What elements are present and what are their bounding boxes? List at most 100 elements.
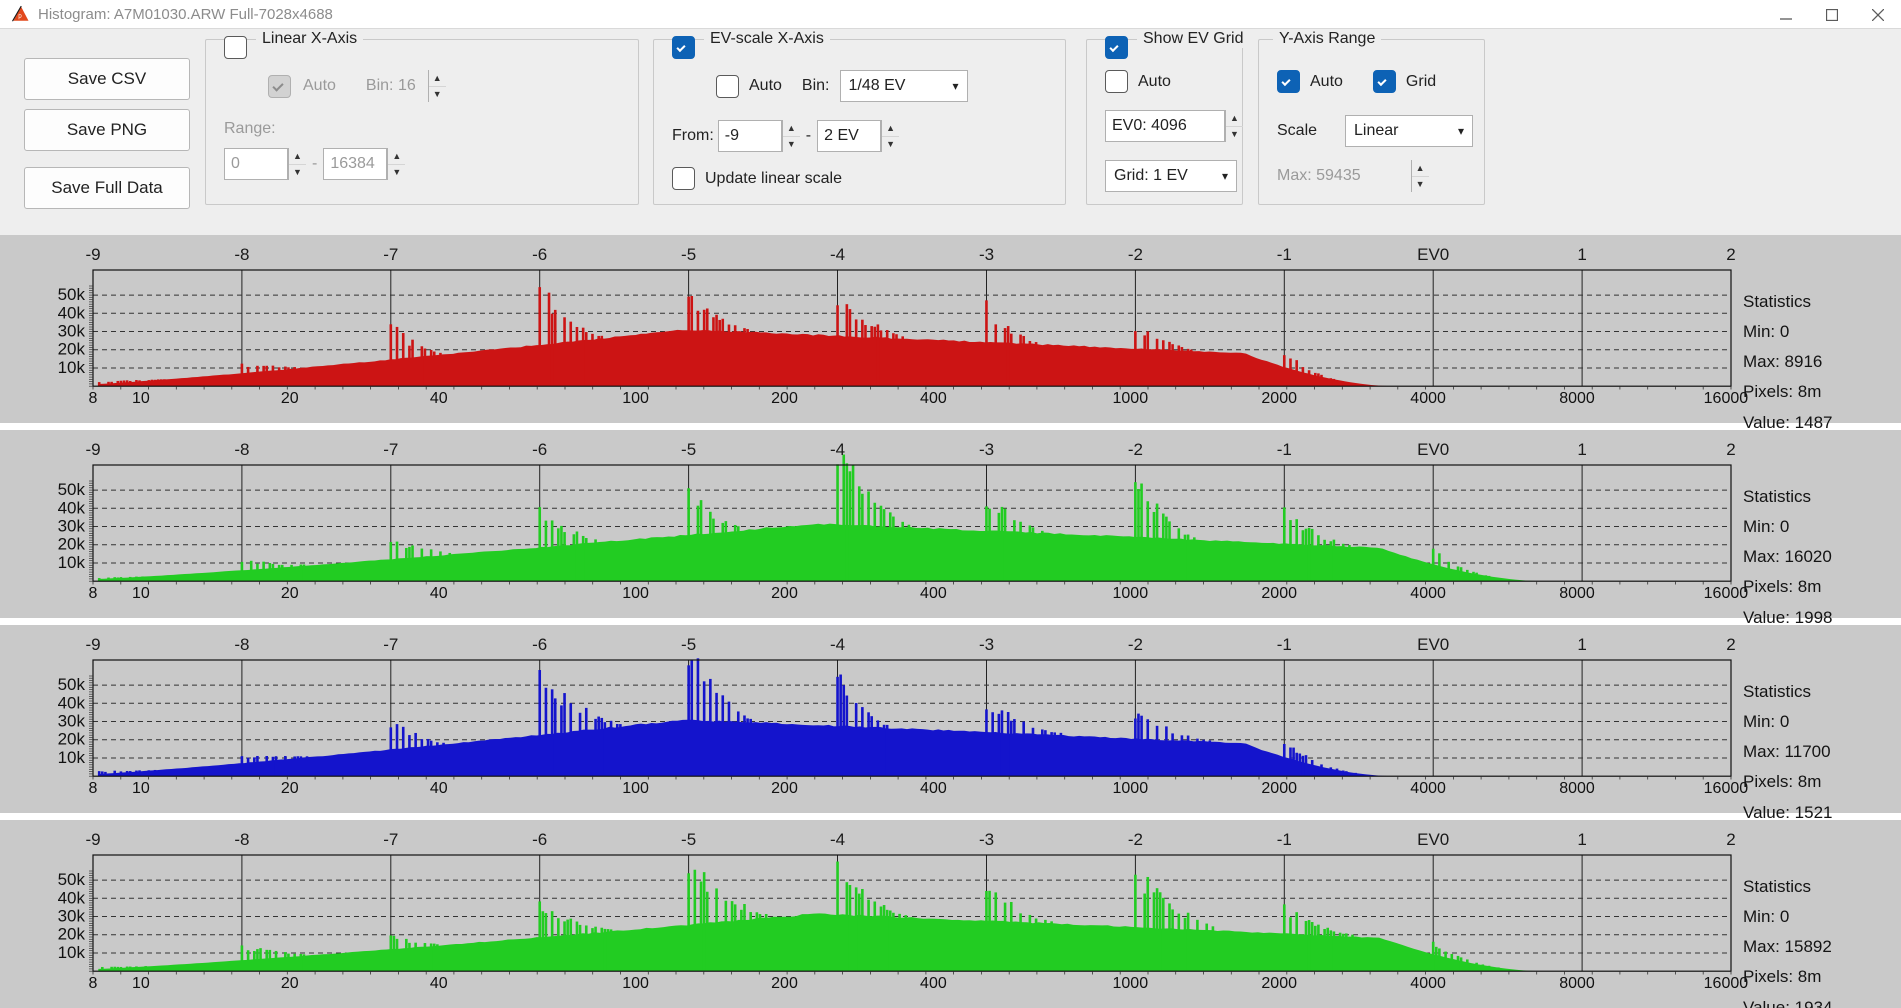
svg-text:EV0: EV0 bbox=[1417, 830, 1449, 849]
svg-text:-3: -3 bbox=[979, 830, 994, 849]
svg-text:8000: 8000 bbox=[1559, 585, 1595, 602]
svg-text:4000: 4000 bbox=[1410, 975, 1446, 992]
svg-text:10: 10 bbox=[132, 390, 150, 407]
svg-text:8: 8 bbox=[89, 390, 98, 407]
svg-text:20: 20 bbox=[281, 780, 299, 797]
svg-text:-8: -8 bbox=[234, 830, 249, 849]
svg-text:-8: -8 bbox=[234, 440, 249, 459]
svg-text:10: 10 bbox=[132, 780, 150, 797]
svg-text:-8: -8 bbox=[234, 635, 249, 654]
svg-text:10k: 10k bbox=[58, 358, 86, 377]
svg-text:200: 200 bbox=[771, 780, 798, 797]
svg-text:-2: -2 bbox=[1128, 440, 1143, 459]
svg-text:20k: 20k bbox=[58, 535, 86, 554]
svg-text:8: 8 bbox=[89, 975, 98, 992]
svg-text:8000: 8000 bbox=[1559, 780, 1595, 797]
svg-text:20k: 20k bbox=[58, 340, 86, 359]
svg-text:-3: -3 bbox=[979, 245, 994, 264]
svg-text:-9: -9 bbox=[85, 830, 100, 849]
svg-text:30k: 30k bbox=[58, 712, 86, 731]
svg-text:-3: -3 bbox=[979, 635, 994, 654]
svg-text:-5: -5 bbox=[681, 245, 696, 264]
svg-text:16000: 16000 bbox=[1704, 585, 1749, 602]
svg-text:20: 20 bbox=[281, 585, 299, 602]
svg-text:50k: 50k bbox=[58, 285, 86, 304]
svg-text:-7: -7 bbox=[383, 245, 398, 264]
svg-text:1: 1 bbox=[1577, 830, 1586, 849]
svg-text:400: 400 bbox=[920, 390, 947, 407]
svg-text:-5: -5 bbox=[681, 440, 696, 459]
svg-text:8000: 8000 bbox=[1559, 390, 1595, 407]
svg-text:EV0: EV0 bbox=[1417, 635, 1449, 654]
svg-text:-1: -1 bbox=[1277, 440, 1292, 459]
svg-text:30k: 30k bbox=[58, 517, 86, 536]
svg-text:-9: -9 bbox=[85, 245, 100, 264]
svg-text:4000: 4000 bbox=[1410, 780, 1446, 797]
svg-text:40: 40 bbox=[430, 390, 448, 407]
svg-text:-4: -4 bbox=[830, 245, 845, 264]
svg-text:400: 400 bbox=[920, 975, 947, 992]
svg-text:40k: 40k bbox=[58, 498, 86, 517]
svg-text:40: 40 bbox=[430, 975, 448, 992]
svg-text:16000: 16000 bbox=[1704, 390, 1749, 407]
svg-text:EV0: EV0 bbox=[1417, 440, 1449, 459]
svg-text:20k: 20k bbox=[58, 730, 86, 749]
svg-text:-6: -6 bbox=[532, 440, 547, 459]
svg-text:1: 1 bbox=[1577, 440, 1586, 459]
svg-text:-5: -5 bbox=[681, 830, 696, 849]
svg-text:-3: -3 bbox=[979, 440, 994, 459]
svg-text:200: 200 bbox=[771, 390, 798, 407]
svg-text:10k: 10k bbox=[58, 553, 86, 572]
svg-text:16000: 16000 bbox=[1704, 780, 1749, 797]
svg-text:50k: 50k bbox=[58, 675, 86, 694]
svg-text:-1: -1 bbox=[1277, 635, 1292, 654]
svg-text:1000: 1000 bbox=[1113, 585, 1149, 602]
svg-text:-4: -4 bbox=[830, 635, 845, 654]
svg-text:-7: -7 bbox=[383, 830, 398, 849]
svg-text:400: 400 bbox=[920, 585, 947, 602]
svg-text:-1: -1 bbox=[1277, 830, 1292, 849]
svg-text:100: 100 bbox=[622, 975, 649, 992]
svg-text:20: 20 bbox=[281, 975, 299, 992]
svg-text:-2: -2 bbox=[1128, 245, 1143, 264]
svg-text:1000: 1000 bbox=[1113, 975, 1149, 992]
svg-text:16000: 16000 bbox=[1704, 975, 1749, 992]
svg-text:2: 2 bbox=[1726, 440, 1735, 459]
svg-text:-6: -6 bbox=[532, 635, 547, 654]
svg-text:2000: 2000 bbox=[1261, 390, 1297, 407]
svg-text:10: 10 bbox=[132, 975, 150, 992]
svg-text:40: 40 bbox=[430, 585, 448, 602]
svg-text:2000: 2000 bbox=[1261, 780, 1297, 797]
svg-text:-7: -7 bbox=[383, 440, 398, 459]
svg-text:-4: -4 bbox=[830, 440, 845, 459]
svg-text:40k: 40k bbox=[58, 303, 86, 322]
svg-text:10k: 10k bbox=[58, 748, 86, 767]
svg-text:200: 200 bbox=[771, 585, 798, 602]
svg-text:2000: 2000 bbox=[1261, 585, 1297, 602]
svg-text:-9: -9 bbox=[85, 440, 100, 459]
svg-text:-6: -6 bbox=[532, 830, 547, 849]
svg-text:-1: -1 bbox=[1277, 245, 1292, 264]
svg-text:1: 1 bbox=[1577, 245, 1586, 264]
svg-text:200: 200 bbox=[771, 975, 798, 992]
svg-text:8000: 8000 bbox=[1559, 975, 1595, 992]
svg-text:1000: 1000 bbox=[1113, 390, 1149, 407]
svg-text:8: 8 bbox=[89, 780, 98, 797]
svg-text:100: 100 bbox=[622, 390, 649, 407]
svg-text:-5: -5 bbox=[681, 635, 696, 654]
svg-text:100: 100 bbox=[622, 585, 649, 602]
svg-text:40k: 40k bbox=[58, 693, 86, 712]
svg-text:30k: 30k bbox=[58, 322, 86, 341]
svg-text:8: 8 bbox=[89, 585, 98, 602]
svg-text:-4: -4 bbox=[830, 830, 845, 849]
svg-text:40: 40 bbox=[430, 780, 448, 797]
svg-text:50k: 50k bbox=[58, 870, 86, 889]
svg-text:2: 2 bbox=[1726, 635, 1735, 654]
svg-text:10k: 10k bbox=[58, 943, 86, 962]
svg-text:-7: -7 bbox=[383, 635, 398, 654]
svg-text:100: 100 bbox=[622, 780, 649, 797]
svg-text:2: 2 bbox=[1726, 245, 1735, 264]
svg-text:-2: -2 bbox=[1128, 635, 1143, 654]
svg-text:-6: -6 bbox=[532, 245, 547, 264]
svg-text:EV0: EV0 bbox=[1417, 245, 1449, 264]
